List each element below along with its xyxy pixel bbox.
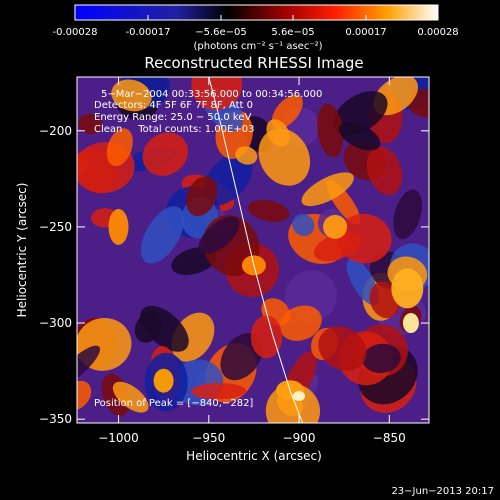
- x-tick-label: −950: [192, 431, 225, 445]
- colorbar-tick-label: −5.6e−05: [195, 27, 247, 38]
- y-axis-label: Heliocentric Y (arcsec): [15, 183, 29, 318]
- info-clean-counts: Clean Total counts: 1.00E+03: [94, 124, 254, 135]
- footer-timestamp: 23−Jun−2013 20:17: [391, 486, 494, 497]
- axis-ticks: −1000 −950 −900 −850 −350 −300 −250 −200: [39, 77, 429, 445]
- x-tick-label: −900: [283, 431, 316, 445]
- info-energy-range: Energy Range: 25.0 − 50.0 keV: [94, 112, 251, 123]
- heatmap-image: [77, 77, 429, 423]
- chart-title: Reconstructed RHESSI Image: [144, 54, 363, 72]
- colorbar-tick-label: 5.6e−05: [271, 27, 314, 38]
- info-time-range: 5−Mar−2004 00:33:56.000 to 00:34:56.000: [101, 89, 322, 100]
- info-detectors: Detectors: 4F 5F 6F 7F 8F, Att 0: [94, 100, 253, 111]
- colorbar: [75, 5, 438, 20]
- colorbar-unit-label: (photons cm⁻² s⁻¹ asec⁻²): [193, 41, 322, 52]
- y-tick-label: −200: [39, 124, 72, 138]
- x-axis-label: Heliocentric X (arcsec): [186, 449, 322, 463]
- colorbar-ticks: [74, 15, 439, 20]
- y-tick-label: −350: [39, 412, 72, 426]
- y-tick-label: −300: [39, 316, 72, 330]
- peak-position: Position of Peak = [−840,−282]: [94, 398, 253, 409]
- colorbar-tick-label: 0.00028: [417, 27, 458, 38]
- colorbar-tick-label: -0.00017: [126, 27, 171, 38]
- x-tick-label: −850: [373, 431, 406, 445]
- solar-limb-curve: [208, 77, 304, 423]
- colorbar-tick-label: -0.00028: [53, 27, 98, 38]
- plot-frame: [76, 76, 430, 424]
- colorbar-tick-label: 0.00017: [345, 27, 386, 38]
- x-tick-label: −1000: [98, 431, 139, 445]
- colorbar-frame: [74, 4, 439, 21]
- y-tick-label: −250: [39, 220, 72, 234]
